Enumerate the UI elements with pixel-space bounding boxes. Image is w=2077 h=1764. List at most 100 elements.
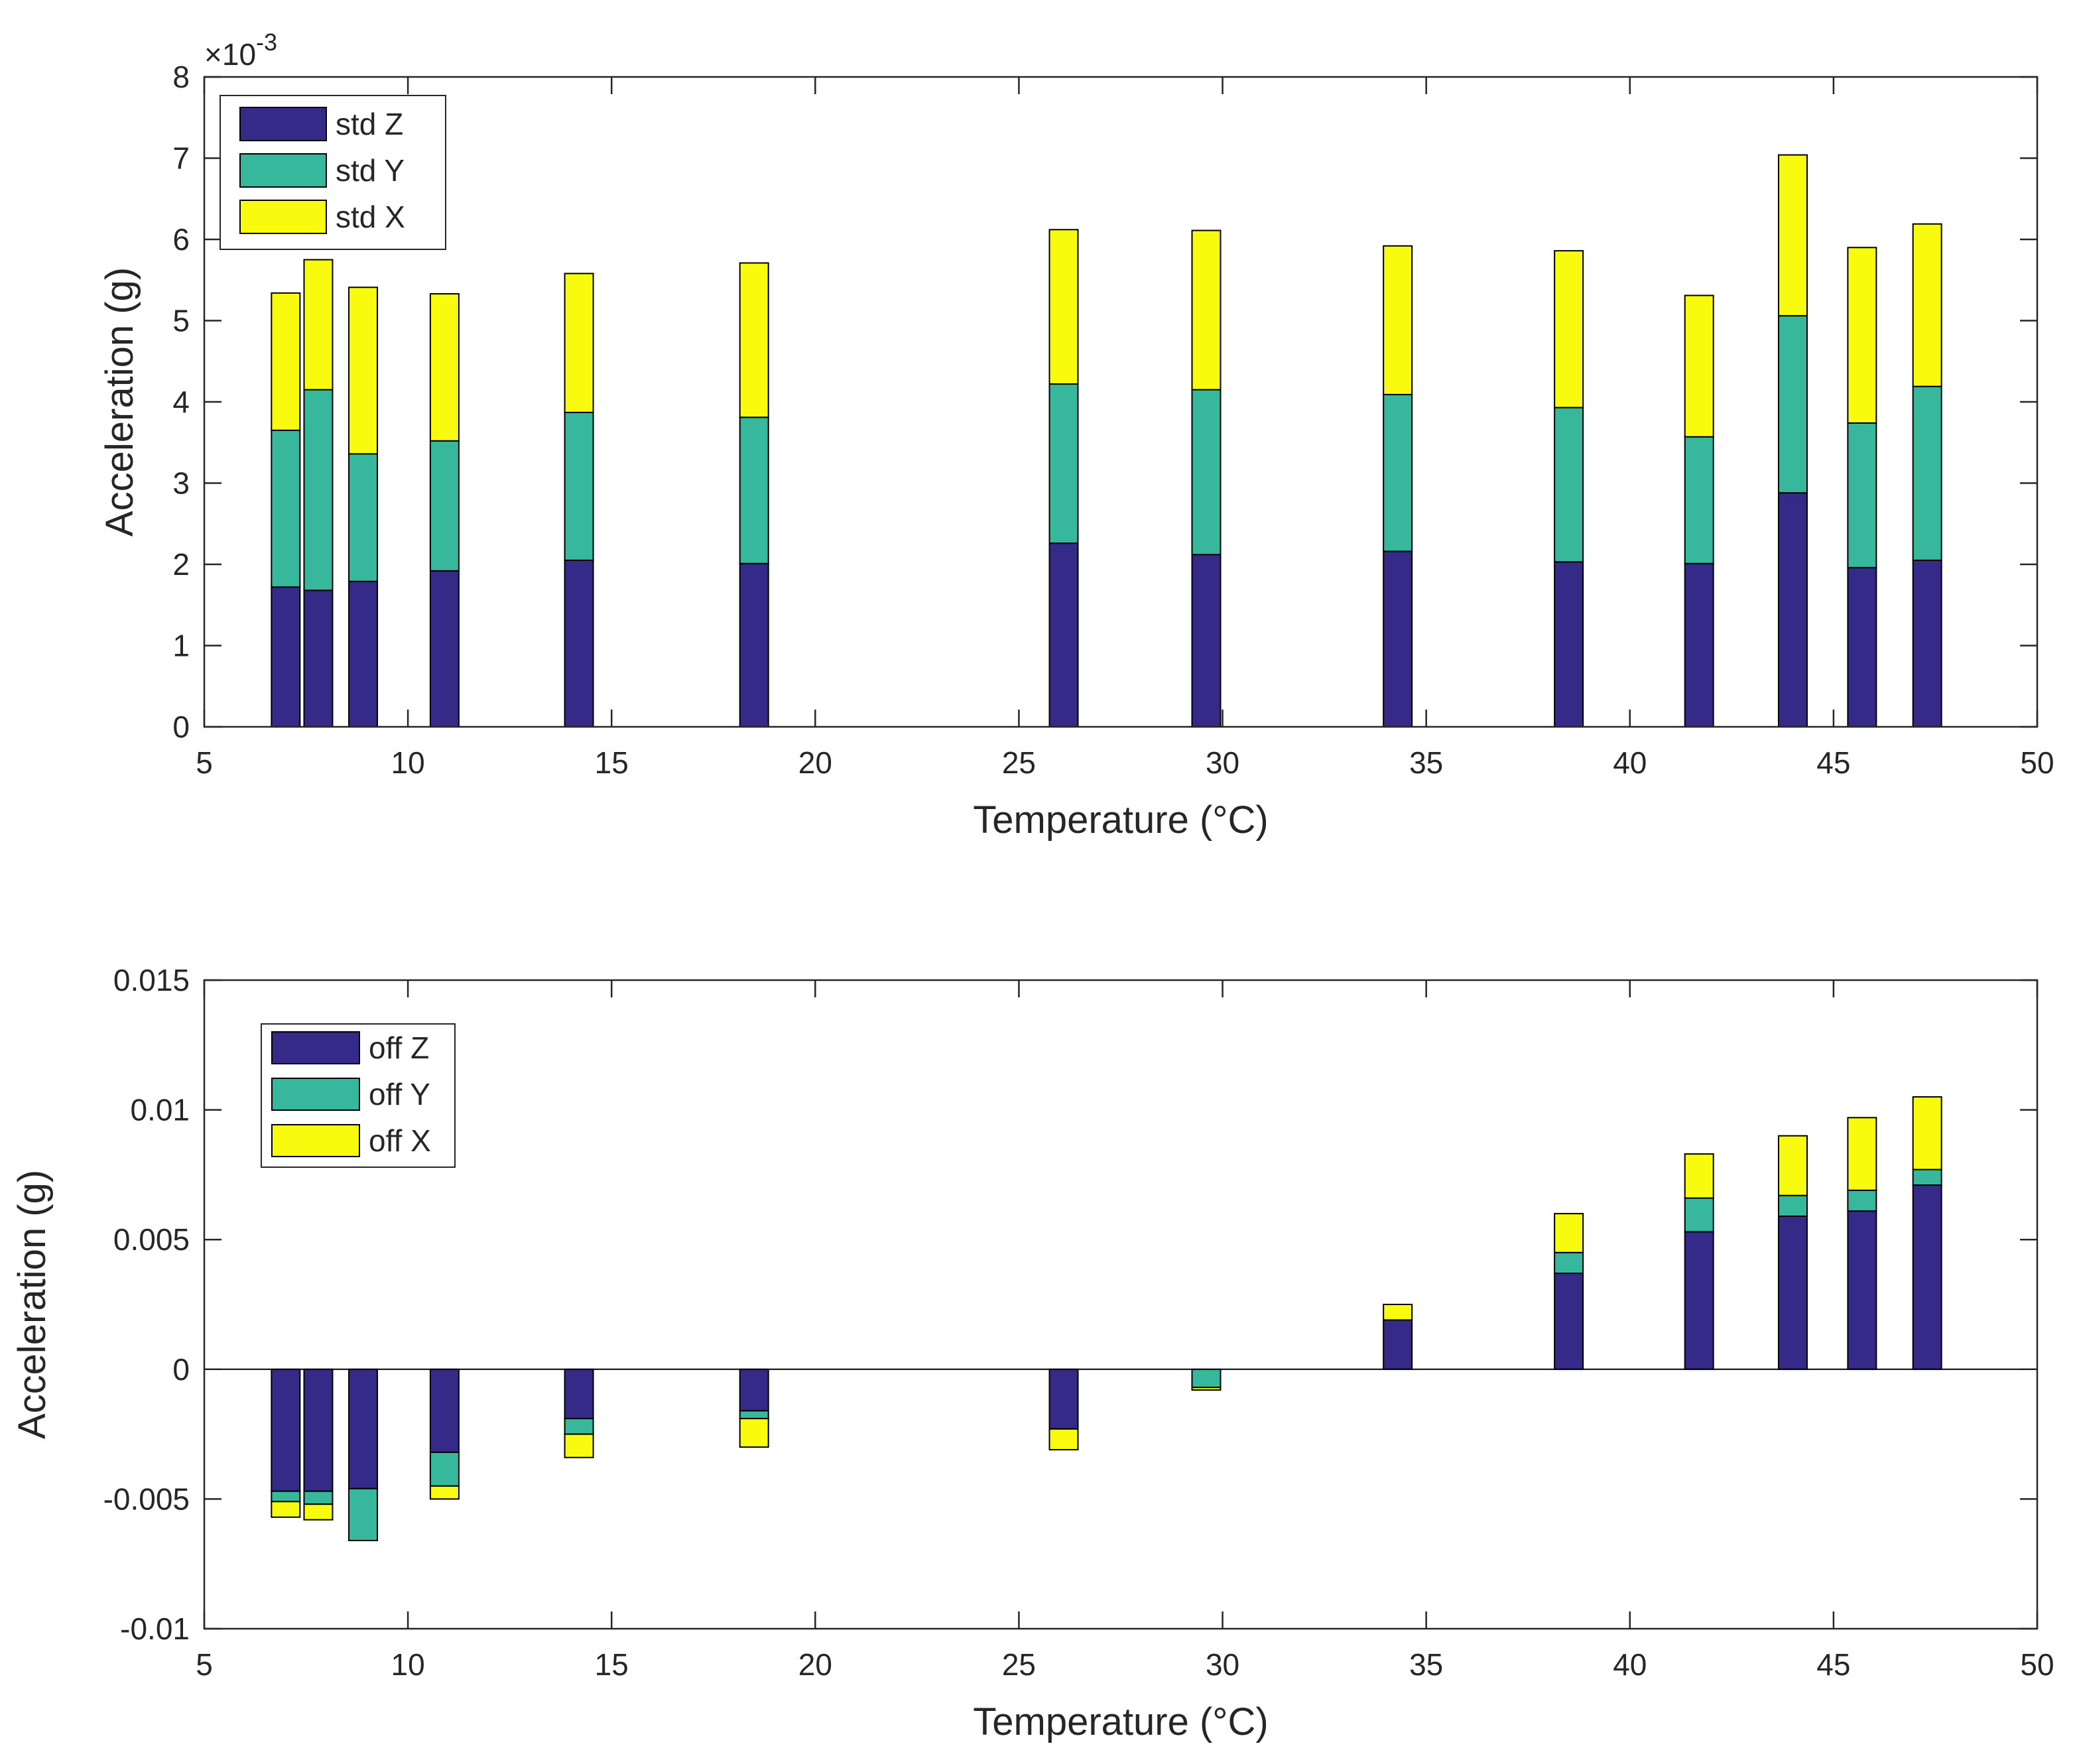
bar-std-y-5	[739, 416, 769, 564]
legend-swatch-off-x	[271, 1124, 360, 1157]
bar-std-y-2	[348, 453, 379, 582]
x-tick-label: 45	[1816, 745, 1850, 780]
bar-off-x-9	[1554, 1213, 1584, 1253]
bars	[271, 1096, 1942, 1541]
bar-off-z-8	[1383, 1319, 1413, 1370]
x-axis-label: Temperature (°C)	[973, 1700, 1268, 1743]
bar-std-x-5	[739, 262, 769, 418]
bar-std-z-3	[429, 570, 460, 727]
bar-off-y-5	[739, 1410, 769, 1420]
top-chart-std: 5 10 15 20 25 30 35 40 45 50012345678×10-3Tempera…	[98, 29, 2054, 842]
bar-std-y-12	[1847, 422, 1877, 568]
y-tick-label: 1	[172, 629, 190, 663]
legend-label: std X	[336, 200, 405, 234]
bar-std-y-6	[1048, 383, 1079, 544]
y-tick-label: -0.01	[120, 1611, 190, 1646]
bar-std-y-0	[271, 429, 301, 588]
bar-off-z-0	[271, 1368, 301, 1492]
bar-std-z-13	[1912, 559, 1942, 727]
x-tick-label: 15	[595, 745, 629, 780]
bar-off-x-0	[271, 1501, 301, 1518]
y-tick-label: -0.005	[103, 1481, 190, 1516]
bar-std-x-8	[1383, 245, 1413, 395]
bar-off-x-8	[1383, 1304, 1413, 1321]
x-tick-label: 25	[1002, 1647, 1036, 1682]
plot-area	[204, 980, 2037, 1629]
bar-off-y-4	[564, 1418, 594, 1435]
bar-off-y-2	[348, 1487, 379, 1541]
x-tick-label: 30	[1206, 1647, 1239, 1682]
bar-off-x-11	[1777, 1135, 1808, 1196]
legend-label: std Y	[336, 153, 405, 188]
bar-off-z-13	[1912, 1184, 1942, 1370]
y-tick-label: 6	[172, 222, 190, 257]
bar-off-z-1	[303, 1368, 334, 1492]
bar-off-z-2	[348, 1368, 379, 1489]
y-tick-label: 0.005	[113, 1222, 190, 1257]
y-tick-label: 0.015	[113, 963, 190, 997]
bar-off-x-4	[564, 1433, 594, 1458]
bar-std-y-13	[1912, 385, 1942, 561]
bar-std-z-9	[1554, 561, 1584, 728]
x-tick-label: 45	[1816, 1647, 1850, 1682]
legend-swatch-std-y	[239, 153, 327, 188]
bar-off-z-4	[564, 1368, 594, 1420]
bar-std-x-12	[1847, 247, 1877, 424]
bar-std-x-10	[1684, 294, 1714, 438]
bars	[271, 154, 1942, 728]
y-tick-label: 0	[172, 1352, 190, 1387]
x-tick-label: 35	[1409, 1647, 1443, 1682]
bar-std-z-4	[564, 559, 594, 727]
legend-label: off Y	[369, 1077, 430, 1111]
plot-area	[204, 77, 2037, 727]
bar-off-x-5	[739, 1418, 769, 1448]
legend: off Z off Y off X	[261, 1023, 456, 1168]
bar-std-z-6	[1048, 542, 1079, 728]
x-tick-label: 35	[1409, 745, 1443, 780]
bar-off-z-3	[429, 1368, 460, 1453]
bar-off-x-7	[1191, 1387, 1222, 1391]
bar-off-z-12	[1847, 1210, 1877, 1370]
y-tick-label: 4	[172, 385, 190, 419]
bar-std-x-7	[1191, 229, 1222, 391]
y-tick-label: 2	[172, 547, 190, 582]
x-axis-ticks: 5 10 15 20 25 30 35 40 45 50	[196, 77, 2054, 780]
legend-swatch-std-x	[239, 200, 327, 234]
bar-off-x-1	[303, 1503, 334, 1521]
bar-std-y-9	[1554, 407, 1584, 563]
bar-off-z-9	[1554, 1273, 1584, 1370]
y-tick-label: 8	[172, 60, 190, 94]
x-tick-label: 10	[391, 745, 425, 780]
exponent-base: ×10	[204, 37, 256, 72]
y-tick-label: 0	[172, 710, 190, 744]
exponent-power: -3	[256, 29, 277, 56]
bar-std-y-10	[1684, 436, 1714, 564]
x-axis-label: Temperature (°C)	[973, 798, 1268, 842]
x-tick-label: 20	[798, 745, 832, 780]
bar-std-y-4	[564, 411, 594, 561]
bar-std-x-0	[271, 292, 301, 431]
y-tick-label: 7	[172, 141, 190, 176]
bar-off-z-5	[739, 1368, 769, 1412]
legend-swatch-off-z	[271, 1031, 360, 1064]
y-tick-label: 5	[172, 304, 190, 338]
x-tick-label: 20	[798, 1647, 832, 1682]
bar-std-z-12	[1847, 566, 1877, 728]
bar-std-z-2	[348, 580, 379, 727]
x-tick-label: 15	[595, 1647, 629, 1682]
bar-off-z-10	[1684, 1231, 1714, 1370]
y-axis-label: Acceleration (g)	[11, 1170, 54, 1439]
bar-std-y-7	[1191, 389, 1222, 556]
bar-std-z-5	[739, 562, 769, 728]
bar-std-x-11	[1777, 154, 1808, 317]
bar-std-z-7	[1191, 554, 1222, 727]
x-tick-label: 5	[196, 745, 213, 780]
legend-label: off Z	[369, 1031, 429, 1065]
bar-off-x-10	[1684, 1153, 1714, 1199]
bar-off-y-13	[1912, 1168, 1942, 1186]
x-tick-label: 5	[196, 1647, 213, 1682]
bar-std-x-3	[429, 293, 460, 442]
bar-std-z-8	[1383, 550, 1413, 728]
bar-off-y-0	[271, 1490, 301, 1503]
